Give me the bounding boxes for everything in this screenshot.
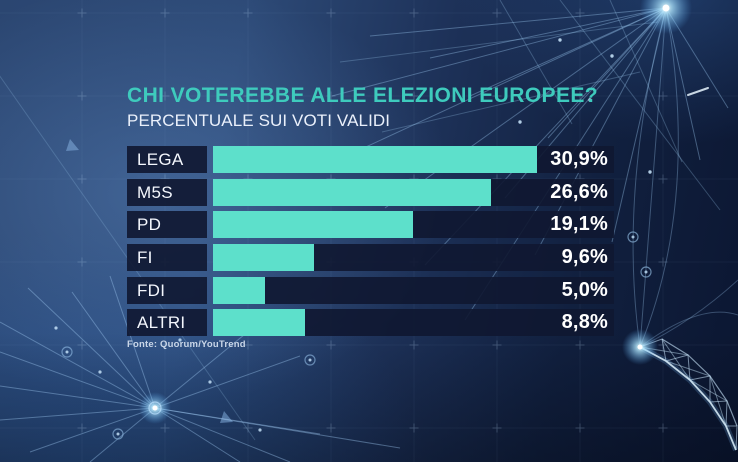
party-label: PD	[127, 211, 207, 239]
value-label: 19,1%	[550, 213, 608, 236]
party-label: ALTRI	[127, 309, 207, 337]
bar	[213, 211, 413, 239]
party-label: FI	[127, 244, 207, 272]
value-label: 9,6%	[561, 246, 608, 269]
value-label: 30,9%	[550, 148, 608, 170]
bar-row: PD 19,1%	[127, 211, 614, 239]
bar-track: 30,9%	[213, 146, 614, 173]
source-credit: Fonte: Quorum/YouTrend	[127, 339, 246, 350]
page-title: CHI VOTEREBBE ALLE ELEZIONI EUROPEE?	[127, 84, 598, 107]
bar	[213, 178, 492, 206]
party-label: FDI	[127, 276, 207, 304]
bar	[213, 146, 537, 173]
bar-chart: LEGA 30,9% M5S 26,6% PD 19,1% FI 9,6% FDI 5,0% ALT…	[127, 146, 614, 337]
bar-track: 8,8%	[213, 309, 614, 337]
bar-track: 5,0%	[213, 276, 614, 304]
bar-row: ALTRI 8,8%	[127, 309, 614, 337]
value-label: 8,8%	[561, 311, 608, 334]
bar	[213, 276, 266, 304]
bar-track: 26,6%	[213, 178, 614, 206]
bar-row: FI 9,6%	[127, 244, 614, 272]
bar-row: FDI 5,0%	[127, 276, 614, 304]
value-label: 26,6%	[550, 180, 608, 203]
party-label: M5S	[127, 178, 207, 206]
bar-track: 9,6%	[213, 244, 614, 272]
bar-row: LEGA 30,9%	[127, 146, 614, 173]
value-label: 5,0%	[561, 278, 608, 301]
bar	[213, 244, 314, 272]
bar	[213, 309, 306, 337]
page-subtitle: PERCENTUALE SUI VOTI VALIDI	[127, 111, 391, 130]
bar-track: 19,1%	[213, 211, 614, 239]
bar-row: M5S 26,6%	[127, 178, 614, 206]
party-label: LEGA	[127, 146, 207, 173]
